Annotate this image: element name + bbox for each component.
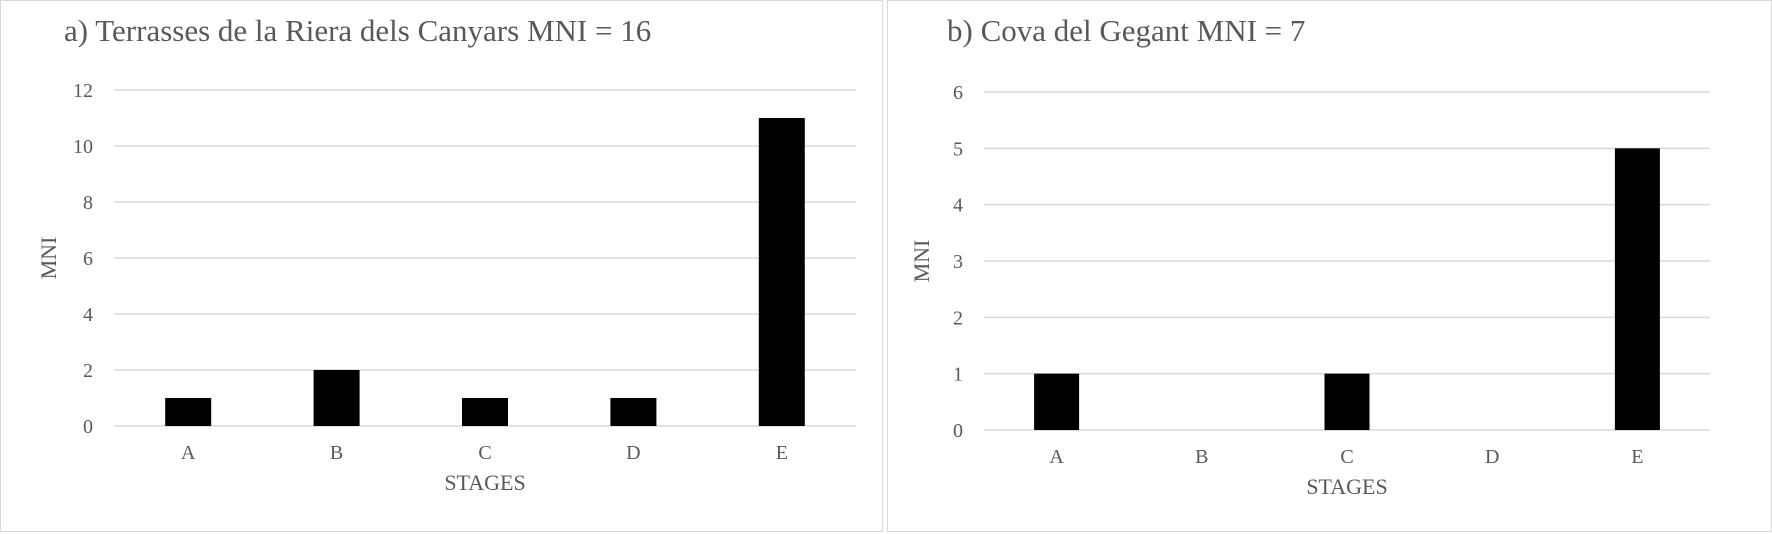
x-tick-label: B: [330, 442, 343, 464]
y-tick-label: 0: [953, 420, 963, 442]
x-tick-label: D: [1485, 446, 1499, 468]
y-tick-label: 2: [953, 307, 963, 329]
chart-panel-a: a) Terrasses de la Riera dels Canyars MN…: [0, 0, 883, 532]
y-tick-label: 10: [73, 136, 93, 158]
x-tick-label: A: [181, 442, 196, 464]
x-tick-label: A: [1049, 446, 1064, 468]
chart-title: b) Cova del Gegant MNI = 7: [947, 13, 1306, 48]
x-tick-label: C: [1340, 446, 1353, 468]
bar: [1034, 373, 1080, 430]
y-tick-label: 4: [953, 195, 963, 217]
y-tick-label: 2: [83, 360, 93, 382]
x-tick-label: C: [478, 442, 491, 464]
bar-chart-a: 0 2 4 6 8 10 12 A B C D E STAGES MNI: [36, 80, 856, 495]
bar: [758, 118, 805, 426]
y-tick-label: 6: [83, 248, 93, 270]
y-tick-label: 12: [73, 80, 93, 102]
chart-panel-b: b) Cova del Gegant MNI = 7 0 1 2 3 4 5 6 A B C D E S…: [887, 0, 1772, 532]
y-axis-title: MNI: [909, 240, 934, 283]
x-axis-title: STAGES: [1306, 474, 1387, 499]
y-tick-label: 4: [83, 304, 93, 326]
y-tick-label: 1: [953, 364, 963, 386]
bar: [1324, 373, 1370, 430]
y-tick-label: 0: [83, 416, 93, 438]
bar: [1614, 148, 1660, 431]
chart-title: a) Terrasses de la Riera dels Canyars MN…: [64, 13, 652, 48]
x-tick-label: B: [1195, 446, 1208, 468]
x-tick-label: E: [776, 442, 788, 464]
y-tick-label: 6: [953, 82, 963, 104]
y-axis-title: MNI: [36, 237, 61, 280]
bar: [461, 398, 509, 426]
bar: [313, 370, 360, 426]
x-tick-label: D: [626, 442, 640, 464]
bar: [610, 398, 657, 426]
y-tick-label: 5: [953, 138, 963, 160]
x-axis-title: STAGES: [444, 470, 525, 495]
y-tick-label: 3: [953, 251, 963, 273]
y-tick-label: 8: [83, 192, 93, 214]
x-tick-label: E: [1631, 446, 1643, 468]
bar-chart-b: 0 1 2 3 4 5 6 A B C D E STAGES MNI: [909, 82, 1710, 499]
bar: [165, 398, 212, 426]
